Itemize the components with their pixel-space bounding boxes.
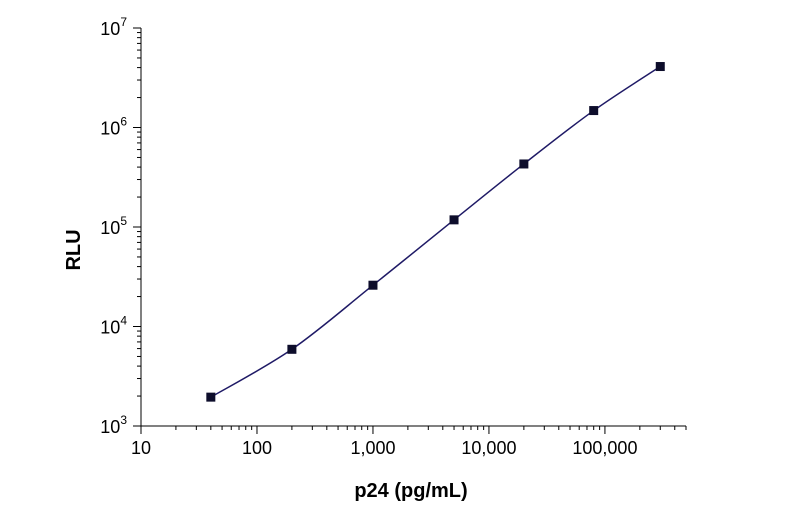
tick-labels: 10 100 1,000 10,000 100,000 103 104 105 106 107 bbox=[100, 15, 637, 458]
x-tick-label: 100,000 bbox=[572, 438, 637, 458]
x-tick-label: 10,000 bbox=[461, 438, 516, 458]
fit-curve bbox=[210, 65, 661, 398]
axes bbox=[140, 28, 686, 427]
data-point bbox=[368, 280, 378, 290]
data-point bbox=[287, 344, 297, 354]
y-axis-title: RLU bbox=[63, 229, 85, 270]
y-tick-label: 104 bbox=[100, 314, 127, 338]
x-tick-label: 1,000 bbox=[350, 438, 395, 458]
data-point bbox=[519, 159, 529, 169]
data-point bbox=[206, 392, 216, 402]
y-tick-label: 107 bbox=[100, 15, 127, 39]
y-tick-label: 103 bbox=[100, 413, 127, 437]
x-tick-label: 10 bbox=[131, 438, 151, 458]
data-point bbox=[449, 215, 459, 225]
data-markers bbox=[206, 62, 665, 402]
ticks bbox=[133, 27, 687, 434]
y-tick-label: 106 bbox=[100, 115, 127, 139]
y-tick-label: 105 bbox=[100, 214, 127, 238]
data-point bbox=[655, 62, 665, 72]
x-tick-label: 100 bbox=[242, 438, 272, 458]
x-axis-title: p24 (pg/mL) bbox=[354, 480, 467, 502]
data-point bbox=[589, 106, 599, 116]
